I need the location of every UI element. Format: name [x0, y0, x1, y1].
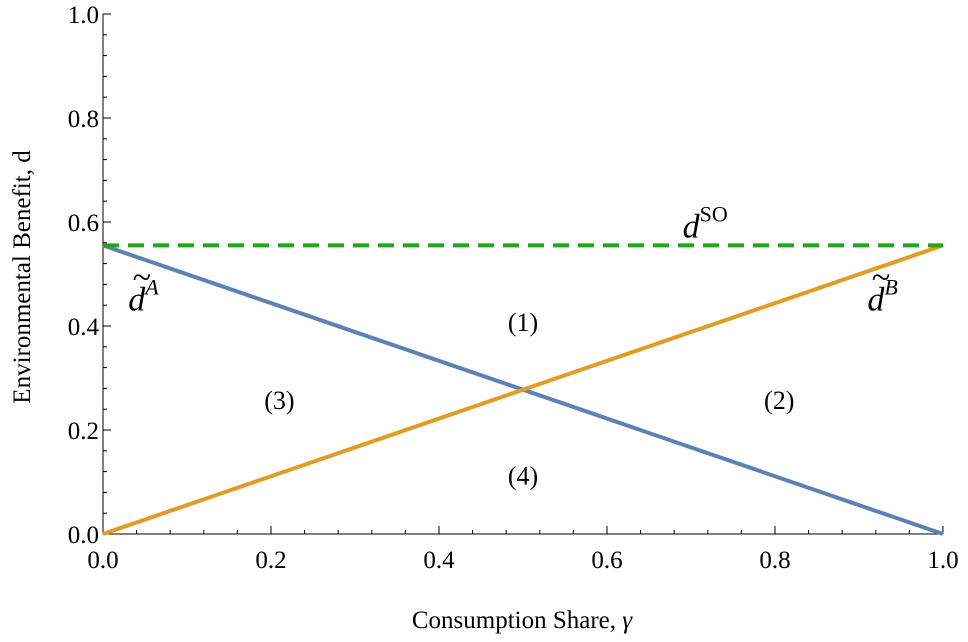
curve-label-text: dSO — [683, 202, 728, 246]
x-tick-label: 0.8 — [759, 547, 790, 574]
curve-label-accent: ~ — [132, 259, 150, 296]
curve-label-text: dB — [867, 274, 897, 318]
y-tick-label: 0.2 — [68, 418, 99, 445]
curve-label-dA: ~dA — [128, 259, 159, 318]
region-label: (4) — [508, 462, 538, 491]
y-tick-label: 0.0 — [68, 522, 99, 549]
y-tick-label: 1.0 — [68, 2, 99, 29]
series-group — [102, 243, 944, 536]
curve-label-dB: ~dB — [867, 259, 897, 318]
y-tick-label: 0.4 — [68, 314, 100, 341]
x-axis-title: Consumption Share, γ — [412, 607, 633, 634]
ticks: 0.0 0.2 0.4 0.6 0.8 1.0 0.0 0.2 0.4 0.6 0.8 1.0 — [68, 2, 959, 574]
series-line-dB — [102, 243, 944, 536]
y-axis-title: Environmental Benefit, d — [9, 150, 36, 404]
region-label: (2) — [764, 386, 794, 415]
axes — [102, 14, 943, 535]
curve-label-text: dA — [128, 274, 159, 318]
region-label: (1) — [508, 308, 538, 337]
curve-label-accent: ~ — [871, 259, 889, 296]
region-labels: (1) (2) (3) (4) — [264, 308, 794, 490]
x-tick-label: 0.2 — [255, 547, 286, 574]
y-tick-label: 0.8 — [68, 106, 99, 133]
x-tick-label: 0.4 — [423, 547, 455, 574]
region-label: (3) — [264, 386, 294, 415]
y-tick-label: 0.6 — [68, 210, 99, 237]
x-tick-label: 0.6 — [591, 547, 622, 574]
x-tick-label: 0.0 — [87, 547, 118, 574]
x-tick-label: 1.0 — [927, 547, 958, 574]
curve-label-dSO: dSO — [683, 202, 728, 246]
